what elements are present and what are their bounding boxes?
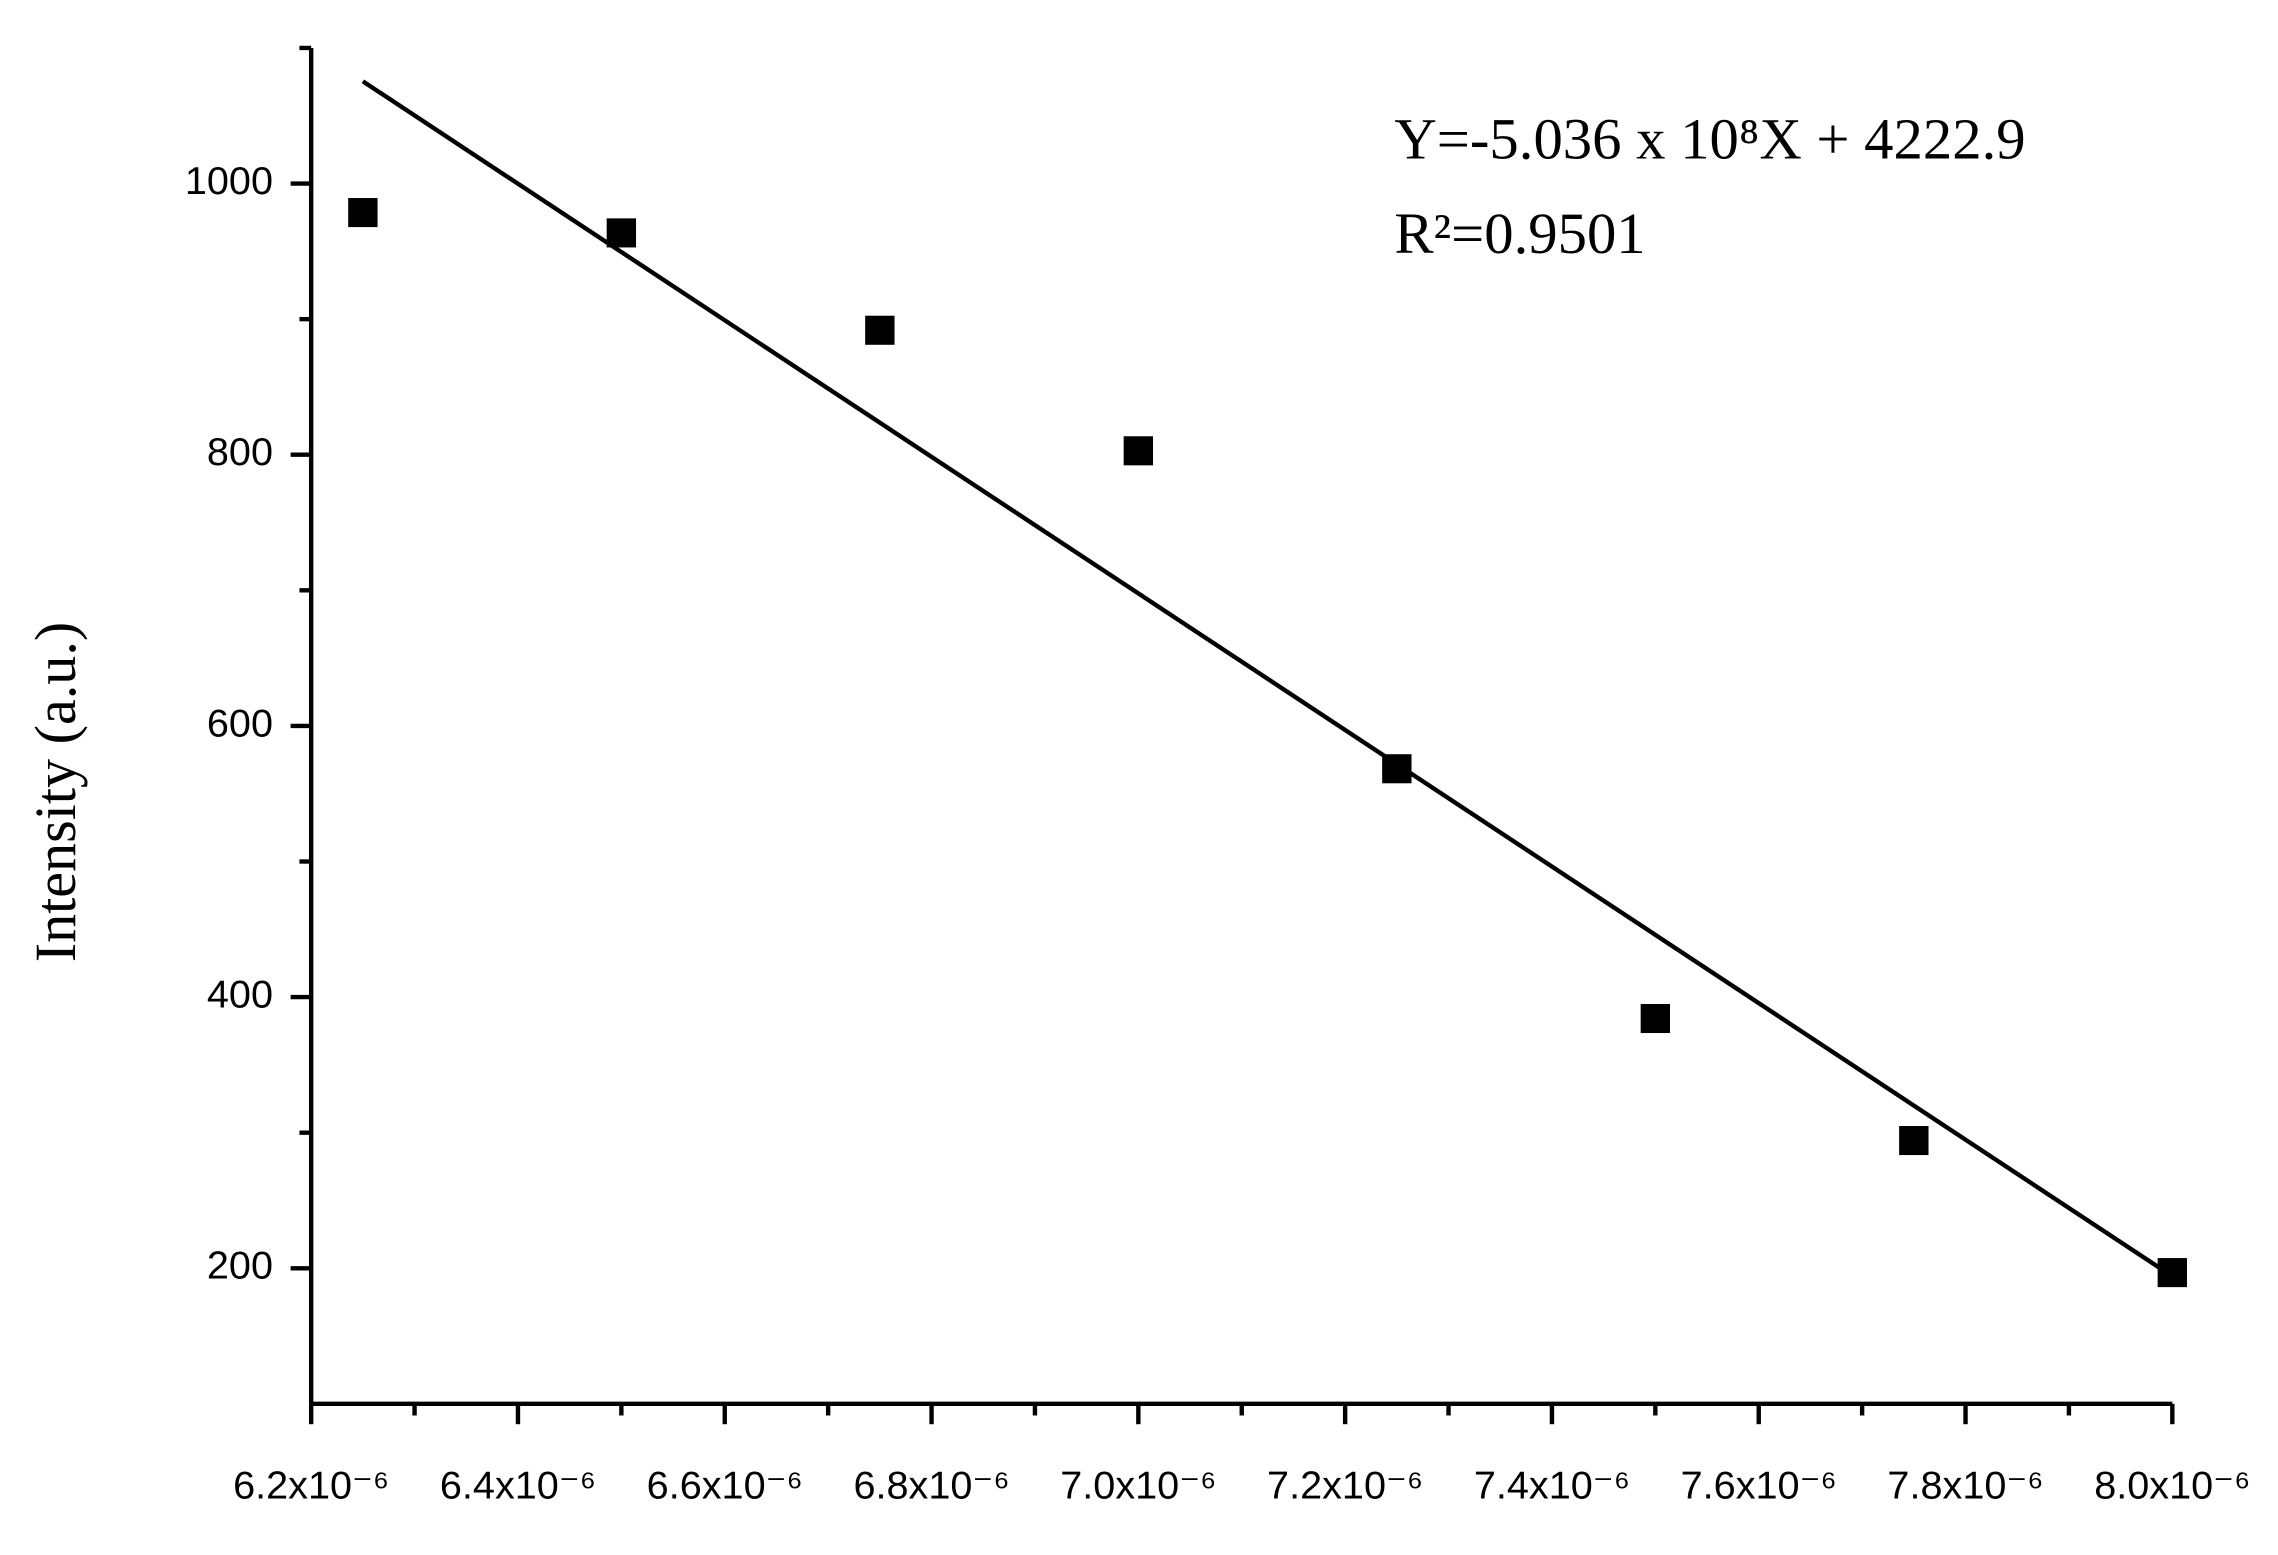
x-tick-label: 7.2x10⁻⁶ (1267, 1464, 1423, 1508)
data-point (1123, 436, 1154, 466)
fit-line (361, 79, 2174, 1279)
equation: Y=-5.036 x 10⁸X + 4222.9 (1394, 107, 2025, 172)
x-tick-label: 7.6x10⁻⁶ (1681, 1464, 1837, 1508)
x-tick-label: 6.6x10⁻⁶ (647, 1464, 803, 1508)
data-point (2157, 1258, 2187, 1288)
x-tick-label: 6.4x10⁻⁶ (440, 1464, 596, 1508)
y-tick-label: 800 (207, 430, 273, 474)
data-point (348, 198, 378, 228)
data-point (1640, 1003, 1671, 1034)
y-tick-label: 400 (207, 973, 273, 1017)
data-point (606, 218, 637, 248)
r-squared: R²=0.9501 (1394, 201, 1645, 266)
y-axis-label: Intensity (a.u.) (23, 622, 88, 963)
data-point (865, 315, 895, 345)
x-tick-label: 7.0x10⁻⁶ (1060, 1464, 1216, 1508)
x-tick-label: 6.8x10⁻⁶ (853, 1464, 1009, 1508)
x-tick-label: 6.2x10⁻⁶ (233, 1464, 389, 1508)
y-tick-label: 200 (207, 1244, 273, 1288)
y-tick-label: 600 (207, 701, 273, 745)
data-point (1899, 1126, 1929, 1156)
x-tick-label: 8.0x10⁻⁶ (2094, 1464, 2250, 1508)
y-tick-label: 1000 (185, 159, 273, 203)
x-tick-label: 7.8x10⁻⁶ (1887, 1464, 2043, 1508)
x-tick-label: 7.4x10⁻⁶ (1474, 1464, 1630, 1508)
